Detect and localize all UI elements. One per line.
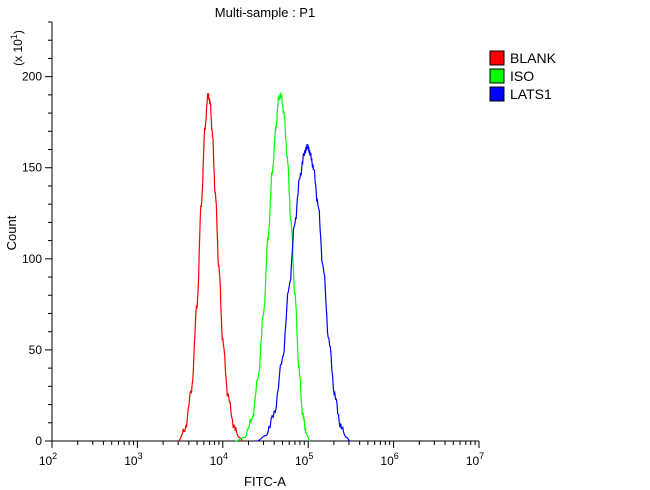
y-tick-label: 100: [22, 252, 42, 266]
y-tick-label: 150: [22, 161, 42, 175]
x-axis-title: FITC-A: [244, 474, 286, 489]
x-tick-label: 107: [466, 451, 484, 468]
y-tick-label: 50: [29, 343, 43, 357]
y-axis-title: Count: [4, 215, 19, 250]
legend-label-lats1: LATS1: [510, 86, 552, 102]
y-tick-label: 200: [22, 70, 42, 84]
chart-title: Multi-sample : P1: [215, 5, 315, 20]
x-tick-label: 106: [380, 451, 398, 468]
legend-swatch-lats1: [489, 86, 505, 102]
y-axis: 0 50 100 150 200: [22, 21, 52, 448]
legend-swatch-iso: [489, 68, 505, 84]
y-tick-label: 0: [35, 434, 42, 448]
legend-label-blank: BLANK: [510, 50, 557, 66]
legend: BLANK ISO LATS1: [489, 50, 557, 102]
x-tick-label: 104: [210, 451, 228, 468]
series-line-lats1: [256, 144, 351, 442]
legend-swatch-blank: [489, 50, 505, 66]
x-tick-label: 103: [124, 451, 142, 468]
legend-label-iso: ISO: [510, 68, 534, 84]
series-line-blank: [177, 93, 244, 442]
x-axis: 102 103 104 105 106 107: [39, 441, 484, 468]
series-layer: [177, 92, 351, 442]
plot-frame: [51, 22, 479, 442]
x-tick-label: 102: [39, 451, 57, 468]
series-line-iso: [235, 92, 311, 442]
x-tick-label: 105: [295, 451, 313, 468]
y-axis-multiplier-label: (x 101): [9, 30, 25, 66]
